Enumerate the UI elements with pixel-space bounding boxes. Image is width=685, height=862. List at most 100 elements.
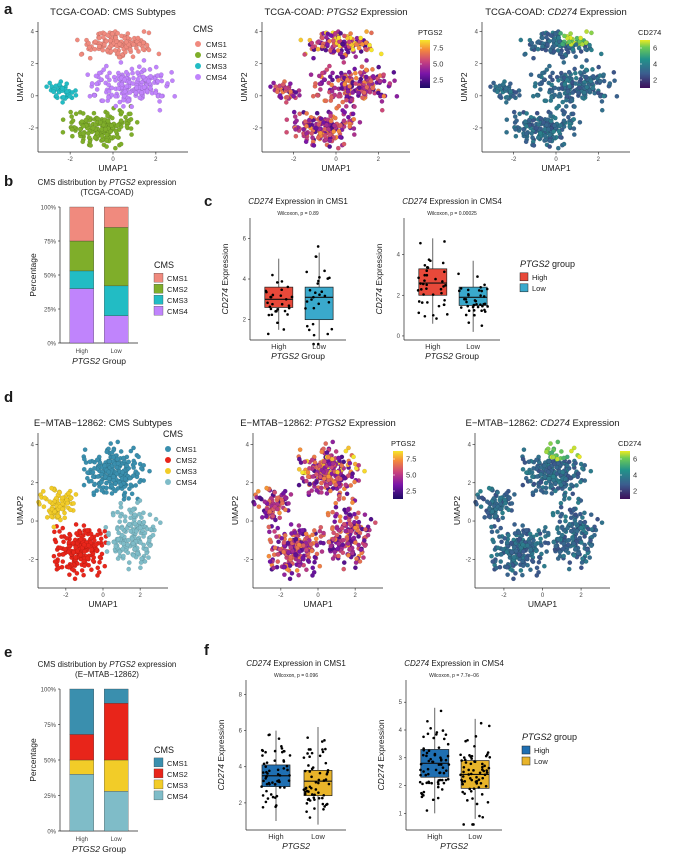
umap-d3-point: [546, 476, 552, 481]
box-f1-jitter-point: [282, 767, 286, 770]
umap-d1-point: [120, 469, 125, 475]
umap-d1-point: [82, 549, 87, 554]
umap-d3-point: [588, 543, 594, 548]
umap-d3-point: [520, 456, 526, 462]
box-c1-jitter-point: [287, 306, 291, 310]
umap-d2-colorbar-label: 5.0: [406, 471, 416, 480]
box-f1-jitter-point: [261, 754, 264, 757]
umap-d3-point: [489, 509, 495, 515]
umap-a2-point: [332, 85, 338, 91]
umap-d2-point: [277, 515, 283, 521]
box-c1-jitter-point: [282, 328, 286, 331]
umap-d3-point: [550, 512, 556, 518]
umap-d1-point: [94, 457, 100, 463]
umap-d1-point: [104, 449, 110, 455]
box-c2-jitter-point: [443, 240, 446, 243]
umap-d3-point: [528, 567, 533, 573]
umap-a3-point: [578, 35, 583, 41]
box-f2-jitter-point: [440, 788, 444, 791]
box-f2-ytick-label: 2: [399, 784, 403, 790]
umap-d3-point: [579, 560, 585, 565]
box-f1-jitter-point: [266, 797, 270, 800]
umap-d1-point: [81, 558, 87, 564]
box-c2-jitter-point: [437, 304, 441, 308]
umap-d1-point: [104, 480, 109, 486]
umap-a1-point: [99, 133, 105, 139]
box-f2-jitter-point: [468, 787, 472, 791]
umap-a2-xtick-label: 2: [377, 157, 381, 163]
umap-a1-point: [141, 40, 146, 46]
umap-d1-point: [41, 504, 47, 510]
umap-d2-point: [330, 509, 335, 515]
umap-a2-title: TCGA-COAD: PTGS2 Expression: [264, 7, 407, 18]
umap-a2-point: [331, 129, 337, 134]
box-f2-jitter-point: [479, 721, 483, 725]
box-f1-jitter-point: [285, 764, 289, 768]
box-f2-jitter-point: [486, 751, 490, 754]
umap-d2-point: [296, 456, 302, 462]
umap-a2-point: [336, 93, 341, 99]
umap-a1-ytick-label: 4: [31, 30, 35, 36]
umap-d3-point: [495, 517, 501, 523]
umap-d2-point: [336, 455, 341, 461]
umap-d1-point: [94, 548, 100, 554]
umap-d2-point: [343, 528, 348, 534]
umap-a2-point: [294, 118, 299, 123]
umap-a3-point: [576, 85, 582, 91]
umap-d1-point: [141, 510, 146, 516]
umap-a2-point: [327, 138, 333, 144]
umap-d2-point: [268, 539, 274, 545]
umap-d2-ytick-label: 0: [246, 519, 250, 525]
umap-d2-point: [348, 483, 354, 488]
umap-d2-point: [343, 448, 349, 454]
umap-a1-point: [106, 94, 111, 100]
umap-d1-point: [139, 556, 144, 562]
umap-a1-point: [64, 89, 70, 95]
umap-a3-point: [555, 145, 561, 151]
umap-d2-point: [323, 441, 329, 446]
box-c2-jitter-point: [419, 241, 422, 245]
box-c1-jitter-point: [317, 279, 320, 283]
box-f2-jitter-point: [462, 765, 466, 769]
bar-b-legend-title: CMS: [154, 260, 174, 270]
umap-a2-point: [327, 132, 333, 138]
box-c2-legend-title: PTGS2 group: [520, 259, 575, 269]
umap-a2-point: [363, 74, 369, 80]
panel-label-b: b: [4, 173, 13, 190]
umap-d2-point: [347, 460, 353, 466]
umap-a3-point: [573, 54, 579, 60]
umap-d2-point: [302, 459, 308, 465]
umap-a2-point: [315, 135, 321, 141]
umap-d3-point: [566, 537, 572, 543]
box-c2-legend-label: Low: [532, 284, 546, 293]
umap-d1-point: [52, 559, 58, 564]
umap-d3-point: [559, 532, 565, 538]
box-c2-jitter-point: [472, 309, 476, 312]
umap-d2-point: [347, 521, 353, 527]
box-f2-title: CD274 Expression in CMS4: [404, 659, 504, 668]
umap-a1-point: [103, 63, 109, 69]
box-f2-jitter-point: [475, 802, 479, 806]
umap-d3-point: [528, 478, 533, 484]
umap-a2-point: [310, 93, 316, 99]
umap-a2-point: [358, 76, 364, 82]
box-f2-jitter-point: [434, 768, 438, 772]
umap-d2-point: [319, 485, 324, 491]
umap-d2-point: [321, 469, 326, 475]
umap-d3-point: [482, 515, 487, 520]
umap-a1-legend-label: CMS2: [206, 51, 227, 60]
umap-a1-point: [69, 114, 75, 119]
umap-d1-point: [135, 471, 140, 476]
umap-a3-point: [538, 116, 544, 122]
umap-d2-point: [256, 504, 262, 510]
umap-a1-point: [93, 73, 99, 79]
umap-a1-point: [87, 93, 93, 99]
umap-d2-point: [362, 468, 367, 474]
box-f1-jitter-point: [312, 796, 316, 799]
umap-d2-point: [282, 572, 287, 578]
umap-d2-point: [267, 559, 273, 564]
umap-a3-point: [530, 44, 536, 50]
box-c1-jitter-point: [326, 332, 330, 336]
box-f2-legend-swatch: [521, 756, 531, 766]
